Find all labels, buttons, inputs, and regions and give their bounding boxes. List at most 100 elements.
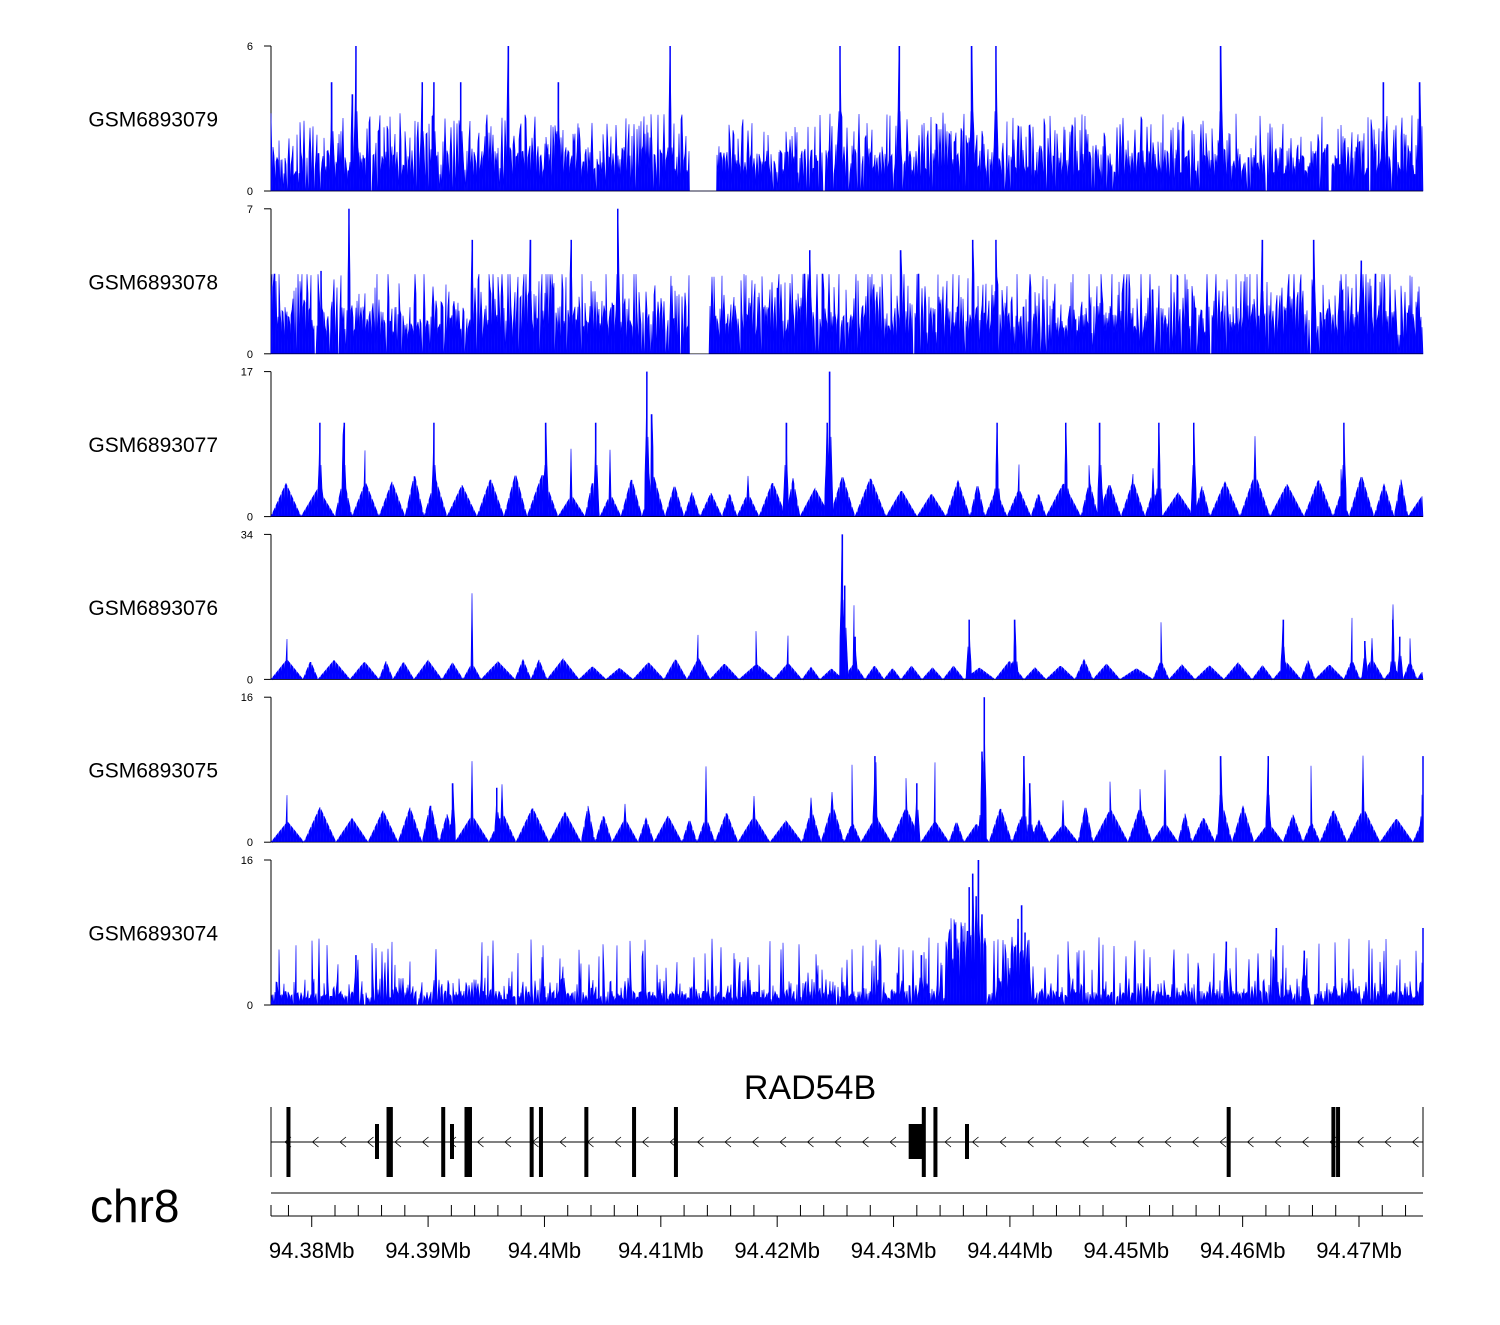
gene-track: RAD54B (270, 1069, 1424, 1177)
track-y-max-label: 16 (241, 692, 253, 704)
axis-ticks: 94.38Mb 94.39Mb 94.4Mb 94.41Mb 94.42Mb 94.43M… (269, 1205, 1407, 1263)
track-y-max-label: 34 (241, 529, 253, 541)
strand-arrow (1109, 1136, 1117, 1148)
track-label: GSM6893074 (88, 923, 218, 946)
gene-exon (584, 1107, 589, 1177)
gene-exon (1331, 1107, 1336, 1177)
gene-exon (632, 1107, 637, 1177)
strand-arrow (1356, 1136, 1364, 1148)
gene-exon (388, 1107, 393, 1177)
strand-arrow (1081, 1136, 1089, 1148)
axis-tick-label: 94.41Mb (618, 1238, 704, 1263)
strand-arrow (971, 1136, 979, 1148)
strand-arrow (861, 1136, 869, 1148)
gene-exon (933, 1107, 938, 1177)
strand-arrow (366, 1136, 374, 1148)
strand-arrow (1274, 1136, 1282, 1148)
strand-arrow (641, 1136, 649, 1148)
gene-exon (673, 1107, 678, 1177)
gene-coding-block (908, 1124, 925, 1159)
coverage-area (270, 371, 1424, 518)
gene-exon (467, 1107, 472, 1177)
strand-arrow (724, 1136, 732, 1148)
track-label: GSM6893076 (88, 597, 218, 620)
strand-arrow (614, 1136, 622, 1148)
strand-arrow (1219, 1136, 1227, 1148)
coverage-area (270, 859, 1424, 1006)
coverage-area (270, 208, 1424, 355)
track-label: GSM6893075 (88, 760, 218, 783)
strand-arrow (476, 1136, 484, 1148)
strand-arrow (779, 1136, 787, 1148)
coverage-track-GSM6893076: GSM6893076 34 0 (88, 529, 1424, 686)
track-y-max-label: 16 (241, 855, 253, 867)
strand-arrow (696, 1136, 704, 1148)
gene-exon (286, 1107, 291, 1177)
gene-exon (441, 1107, 446, 1177)
track-y-min-label: 0 (247, 1000, 253, 1012)
coverage-tracks: GSM689307960GSM689307870GSM6893077170GSM… (88, 41, 1424, 1012)
gene-exon (464, 1107, 469, 1177)
coverage-area (270, 45, 1424, 192)
gene-exon (1226, 1107, 1231, 1177)
track-y-min-label: 0 (247, 349, 253, 361)
strand-arrow (504, 1136, 512, 1148)
coverage-track-GSM6893077: GSM6893077 17 0 (88, 367, 1424, 524)
gene-coding-block (965, 1124, 969, 1159)
chromosome-label: chr8 (90, 1180, 179, 1232)
axis-tick-label: 94.46Mb (1200, 1238, 1286, 1263)
strand-arrow (1054, 1136, 1062, 1148)
track-y-min-label: 0 (247, 512, 253, 524)
gene-exons (270, 1107, 1424, 1177)
gene-coding-block (450, 1124, 454, 1159)
strand-arrow (1026, 1136, 1034, 1148)
track-label: GSM6893077 (88, 434, 218, 457)
coverage-area (270, 534, 1424, 681)
strand-arrow (311, 1136, 319, 1148)
axis-tick-label: 94.4Mb (508, 1238, 581, 1263)
track-y-max-label: 6 (247, 41, 253, 53)
axis-tick-label: 94.39Mb (385, 1238, 471, 1263)
strand-arrow (944, 1136, 952, 1148)
axis-tick-label: 94.47Mb (1316, 1238, 1402, 1263)
gene-exon (1336, 1107, 1341, 1177)
coverage-area (270, 697, 1424, 844)
gene-exon (538, 1107, 543, 1177)
track-y-min-label: 0 (247, 837, 253, 849)
strand-arrow (999, 1136, 1007, 1148)
axis-tick-label: 94.38Mb (269, 1238, 355, 1263)
gene-coding-block (375, 1124, 379, 1159)
track-y-min-label: 0 (247, 674, 253, 686)
strand-arrow (806, 1136, 814, 1148)
genome-axis: 94.38Mb 94.39Mb 94.4Mb 94.41Mb 94.42Mb 94.43M… (90, 1180, 1423, 1263)
strand-arrow (1136, 1136, 1144, 1148)
track-label: GSM6893079 (88, 109, 218, 132)
coverage-track-GSM6893075: GSM6893075 16 0 (88, 692, 1424, 849)
strand-arrow (1411, 1136, 1419, 1148)
strand-arrow (889, 1136, 897, 1148)
track-label: GSM6893078 (88, 271, 218, 294)
track-y-max-label: 7 (247, 204, 253, 216)
axis-tick-label: 94.42Mb (734, 1238, 820, 1263)
strand-arrow (751, 1136, 759, 1148)
strand-arrow (1384, 1136, 1392, 1148)
gene-exon (529, 1107, 534, 1177)
axis-tick-label: 94.44Mb (967, 1238, 1053, 1263)
coverage-track-GSM6893079: GSM6893079 6 0 (88, 41, 1424, 198)
axis-tick-label: 94.43Mb (851, 1238, 937, 1263)
strand-arrow (1191, 1136, 1199, 1148)
strand-arrow (1301, 1136, 1309, 1148)
strand-arrow (1164, 1136, 1172, 1148)
strand-arrow (339, 1136, 347, 1148)
track-y-max-label: 17 (241, 367, 253, 379)
strand-arrow (394, 1136, 402, 1148)
strand-arrow (834, 1136, 842, 1148)
coverage-track-GSM6893078: GSM6893078 7 0 (88, 204, 1424, 361)
gene-exon (386, 1107, 391, 1177)
strand-arrow (559, 1136, 567, 1148)
track-y-min-label: 0 (247, 186, 253, 198)
strand-arrow (1246, 1136, 1254, 1148)
coverage-track-GSM6893074: GSM6893074 16 0 (88, 855, 1424, 1012)
